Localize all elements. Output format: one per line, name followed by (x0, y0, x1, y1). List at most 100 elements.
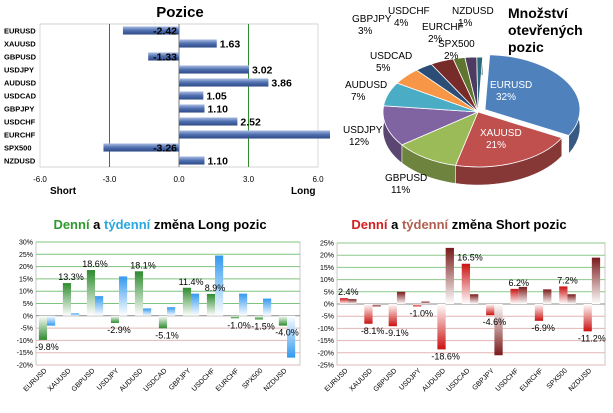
pozice-category-label: USDJPY (4, 66, 34, 75)
long-ytick: 15% (19, 276, 33, 283)
pie-slice-usdjpy (382, 105, 479, 146)
pozice-xtick: 0.0 (173, 175, 185, 184)
short-bar-t-denn--gbpjpy (494, 304, 503, 356)
pozice-value-label: 1.63 (220, 39, 241, 51)
pie-label-pct: 3% (358, 26, 373, 37)
pie-label-name: SPX500 (438, 39, 475, 50)
long-ytick: -15% (17, 350, 33, 357)
short-bar-denn--usdjpy (413, 304, 422, 307)
long-bar-t-denn--usdjpy (119, 276, 128, 316)
pozice-bar-usdjpy (179, 65, 249, 74)
short-category-label: XAUUSD (348, 367, 374, 393)
pozice-xtick: 6.0 (312, 175, 324, 184)
long-title-part: a (90, 217, 104, 232)
pozice-category-label: EURCHF (4, 131, 36, 140)
pie-label-name: EURCHF (422, 22, 464, 33)
short-title-part: Denní (351, 217, 388, 232)
long-data-label: 18.6% (82, 259, 108, 269)
long-bar-t-denn--gbpusd (95, 296, 104, 316)
pie-label-name: USDCHF (388, 6, 430, 17)
pozice-value-label: 1.10 (207, 104, 228, 116)
long-change-chart: Denní a týdenní změna Long pozic -20% -15… (17, 217, 301, 393)
long-bar-denn--eurchf (230, 315, 240, 319)
short-bar-denn--nzdusd (583, 304, 592, 332)
long-data-label: -4.0% (275, 328, 299, 338)
long-ytick: -20% (17, 363, 33, 370)
short-category-label: EURCHF (519, 367, 545, 393)
short-category-label: SPX500 (546, 367, 569, 390)
pie-slice-eurusd (484, 54, 581, 136)
short-ytick: 0% (324, 302, 334, 309)
long-data-label: 18.1% (130, 260, 156, 270)
long-bar-t-denn--usdcad (167, 307, 176, 316)
short-category-label: EURUSD (324, 367, 350, 393)
short-title-part: a (387, 217, 401, 232)
pozice-value-label: 2.52 (240, 117, 261, 129)
long-category-label: SPX500 (241, 367, 264, 390)
long-bar-t-denn--usdchf (215, 255, 224, 316)
pie-label-pct: 4% (394, 18, 409, 29)
short-category-label: NZDUSD (568, 367, 594, 393)
pozice-category-label: GBPUSD (4, 53, 37, 62)
pozice-value-label: 3.86 (271, 78, 292, 90)
long-bar-denn--gbpusd (86, 270, 96, 316)
pozice-bar-eurchf (179, 130, 330, 139)
short-bar-t-denn--audusd (445, 247, 454, 304)
short-data-label: -11.2% (578, 333, 606, 343)
pozice-chart: Pozice EURUSD XAUUSD GBPUSD USDJPY AUDUSD USD… (4, 4, 330, 197)
long-bar-denn--nzdusd (278, 315, 288, 326)
short-bar-t-denn--usdcad (470, 294, 479, 304)
short-bar-t-denn--usdchf (518, 286, 528, 304)
pozice-bar-spx500 (103, 143, 179, 152)
long-chart-title: Denní a týdenní změna Long pozic (53, 217, 266, 232)
short-bar-t-denn--nzdusd (591, 257, 601, 304)
short-data-label: -9.1% (385, 328, 409, 338)
long-bar-denn--spx500 (254, 315, 264, 320)
long-ytick: 10% (19, 289, 33, 296)
long-data-label: 8.9% (205, 283, 226, 293)
short-ytick: 15% (320, 265, 334, 272)
short-data-label: -18.6% (431, 351, 460, 361)
pozice-value-label: -3.26 (153, 143, 177, 155)
long-data-label: -1.5% (251, 321, 275, 331)
long-title-part: změna Long pozic (150, 217, 266, 232)
long-bar-t-denn--spx500 (263, 298, 272, 316)
long-category-label: NZDUSD (263, 367, 289, 393)
long-ytick: -10% (17, 338, 33, 345)
pie-label-pct: 12% (349, 137, 369, 148)
long-bar-denn--usdjpy (110, 315, 120, 323)
pie-slice-gbpusd (401, 111, 479, 166)
pozice-category-label: XAUUSD (4, 40, 36, 49)
short-category-label: USDCHF (495, 367, 521, 393)
long-bar-denn--usdchf (206, 293, 216, 316)
pozice-value-label: -2.42 (153, 26, 177, 38)
long-data-label: 11.4% (179, 277, 204, 287)
long-bar-t-denn--eurchf (239, 293, 248, 316)
pie-label-name: AUDUSD (345, 80, 387, 91)
long-ytick: 0% (23, 313, 33, 320)
long-label: Long (291, 186, 315, 197)
short-ytick: -15% (318, 338, 334, 345)
long-title-part: Denní (53, 217, 90, 232)
pie-label-name: XAUUSD (480, 128, 522, 139)
pie-label-name: NZDUSD (452, 6, 494, 17)
pozice-category-label: EURUSD (4, 27, 36, 36)
short-ytick: 10% (320, 277, 334, 284)
short-change-chart: Denní a týdenní změna Short pozic -25% -2… (318, 217, 606, 393)
pie-label-pct: 2% (428, 34, 443, 45)
short-label: Short (50, 186, 77, 197)
long-category-label: XAUUSD (47, 367, 73, 393)
pozice-xtick: 3.0 (243, 175, 255, 184)
long-data-label: -5.1% (155, 330, 179, 340)
pie-label-pct: 21% (486, 140, 506, 151)
pie-slice-xauusd (455, 111, 563, 168)
short-data-label: -1.0% (410, 308, 434, 318)
long-data-label: -9.8% (35, 342, 59, 352)
long-bar-t-denn--gbpjpy (191, 293, 200, 316)
pie-label-name: GBPUSD (385, 173, 427, 184)
pozice-category-label: AUDUSD (4, 79, 37, 88)
pie-label-name: GBPJPY (352, 14, 392, 25)
long-ytick: 30% (19, 240, 33, 247)
pozice-value-label: 3.02 (252, 65, 273, 77)
short-category-label: GBPJPY (471, 367, 496, 392)
